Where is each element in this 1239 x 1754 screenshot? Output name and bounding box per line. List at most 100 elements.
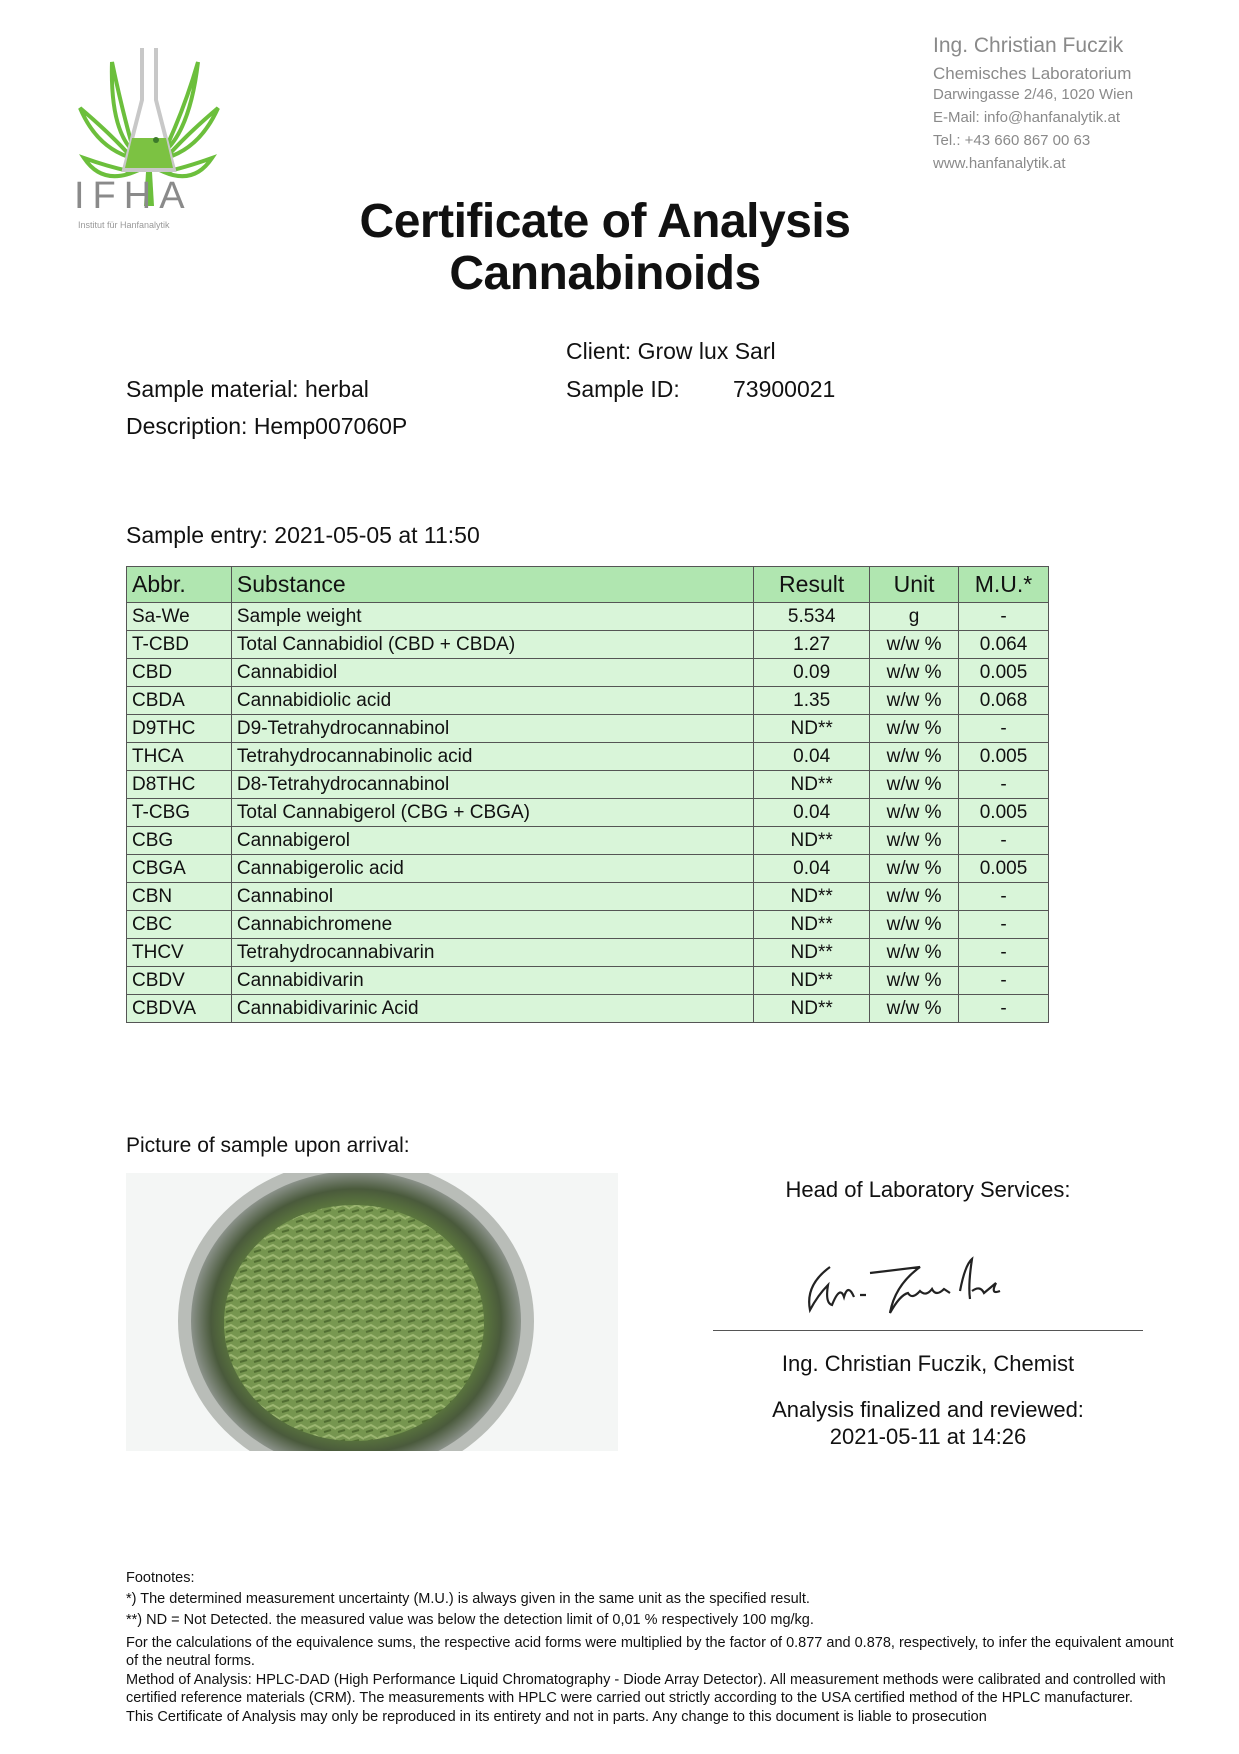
- header-substance: Substance: [230, 566, 755, 603]
- table-row: CBGA Cannabigerolic acid 0.04 w/w % 0.005: [126, 854, 1049, 883]
- footnotes: Footnotes: *) The determined measurement…: [126, 1569, 1176, 1726]
- cell-result: ND**: [753, 966, 871, 995]
- sample-id-label: Sample ID:: [566, 376, 680, 402]
- cell-abbr: CBG: [126, 826, 232, 855]
- cell-result: 0.04: [753, 854, 871, 883]
- cell-abbr: THCV: [126, 938, 232, 967]
- cell-abbr: THCA: [126, 742, 232, 771]
- signature-line: [713, 1330, 1143, 1331]
- cell-abbr: CBD: [126, 658, 232, 687]
- cell-substance: Cannabigerol: [230, 826, 755, 855]
- cell-abbr: T-CBD: [126, 630, 232, 659]
- cell-result: 5.534: [753, 602, 871, 631]
- cell-abbr: CBDVA: [126, 994, 232, 1023]
- table-header-row: Abbr. Substance Result Unit M.U.*: [126, 566, 1049, 603]
- cell-unit: w/w %: [869, 854, 960, 883]
- cell-abbr: T-CBG: [126, 798, 232, 827]
- footnote-method: Method of Analysis: HPLC-DAD (High Perfo…: [126, 1671, 1166, 1707]
- logo-subtitle: Institut für Hanfanalytik: [78, 220, 170, 230]
- cell-unit: w/w %: [869, 630, 960, 659]
- results-table: Abbr. Substance Result Unit M.U.* Sa-We S…: [126, 566, 1049, 1023]
- cell-result: 1.27: [753, 630, 871, 659]
- cell-unit: w/w %: [869, 686, 960, 715]
- cell-unit: w/w %: [869, 826, 960, 855]
- sample-id-value: 73900021: [733, 376, 836, 402]
- cell-result: ND**: [753, 714, 871, 743]
- cell-substance: Cannabidivarin: [230, 966, 755, 995]
- lab-type: Chemisches Laboratorium: [933, 64, 1132, 83]
- finalized-label: Analysis finalized and reviewed:: [772, 1397, 1084, 1422]
- header-result: Result: [753, 566, 871, 603]
- cell-abbr: D9THC: [126, 714, 232, 743]
- picture-label: Picture of sample upon arrival:: [126, 1134, 410, 1157]
- cell-result: ND**: [753, 938, 871, 967]
- cell-unit: w/w %: [869, 882, 960, 911]
- table-row: CBC Cannabichromene ND** w/w % -: [126, 910, 1049, 939]
- header-abbr: Abbr.: [126, 566, 232, 603]
- cell-abbr: CBDA: [126, 686, 232, 715]
- table-row: D9THC D9-Tetrahydrocannabinol ND** w/w % -: [126, 714, 1049, 743]
- table-row: T-CBD Total Cannabidiol (CBD + CBDA) 1.27 w…: [126, 630, 1049, 659]
- cell-substance: D8-Tetrahydrocannabinol: [230, 770, 755, 799]
- footnote-mu: *) The determined measurement uncertaint…: [126, 1590, 810, 1607]
- cell-mu: -: [958, 770, 1049, 799]
- cell-result: 0.04: [753, 798, 871, 827]
- cell-substance: Sample weight: [230, 602, 755, 631]
- cell-result: ND**: [753, 910, 871, 939]
- cell-mu: 0.005: [958, 742, 1049, 771]
- cell-mu: 0.005: [958, 854, 1049, 883]
- cell-substance: Tetrahydrocannabinolic acid: [230, 742, 755, 771]
- logo-text: IFHA: [74, 175, 193, 217]
- cell-substance: D9-Tetrahydrocannabinol: [230, 714, 755, 743]
- cell-substance: Cannabidiol: [230, 658, 755, 687]
- cell-mu: -: [958, 826, 1049, 855]
- cell-result: ND**: [753, 882, 871, 911]
- cell-abbr: Sa-We: [126, 602, 232, 631]
- cell-mu: 0.068: [958, 686, 1049, 715]
- cell-unit: w/w %: [869, 770, 960, 799]
- cell-unit: w/w %: [869, 742, 960, 771]
- cell-mu: -: [958, 938, 1049, 967]
- cell-unit: w/w %: [869, 714, 960, 743]
- sample-entry: Sample entry: 2021-05-05 at 11:50: [126, 522, 480, 548]
- table-row: Sa-We Sample weight 5.534 g -: [126, 602, 1049, 631]
- footnote-nd: **) ND = Not Detected. the measured valu…: [126, 1612, 814, 1628]
- cell-mu: -: [958, 994, 1049, 1023]
- cell-abbr: CBDV: [126, 966, 232, 995]
- cell-substance: Cannabidivarinic Acid: [230, 994, 755, 1023]
- cell-result: 1.35: [753, 686, 871, 715]
- cell-result: 0.04: [753, 742, 871, 771]
- cell-substance: Cannabichromene: [230, 910, 755, 939]
- page-subtitle: Cannabinoids: [449, 247, 761, 300]
- cell-result: ND**: [753, 770, 871, 799]
- table-row: CBDV Cannabidivarin ND** w/w % -: [126, 966, 1049, 995]
- sample-photo: [126, 1173, 618, 1451]
- cell-result: ND**: [753, 994, 871, 1023]
- lab-phone: Tel.: +43 660 867 00 63: [933, 132, 1091, 149]
- cell-unit: w/w %: [869, 938, 960, 967]
- cell-mu: -: [958, 602, 1049, 631]
- signer-name: Ing. Christian Fuczik, Chemist: [781, 1351, 1075, 1376]
- footnotes-heading: Footnotes:: [126, 1570, 195, 1586]
- cell-mu: -: [958, 882, 1049, 911]
- lab-address: Darwingasse 2/46, 1020 Wien: [933, 86, 1134, 103]
- table-row: THCV Tetrahydrocannabivarin ND** w/w % -: [126, 938, 1049, 967]
- ifha-logo: IFHA Institut für Hanfanalytik: [72, 40, 222, 240]
- footnote-reproduction: This Certificate of Analysis may only be…: [126, 1708, 987, 1725]
- lab-website: www.hanfanalytik.at: [933, 155, 1066, 172]
- header-unit: Unit: [869, 566, 960, 603]
- table-row: THCA Tetrahydrocannabinolic acid 0.04 w/w %…: [126, 742, 1049, 771]
- table-row: CBD Cannabidiol 0.09 w/w % 0.005: [126, 658, 1049, 687]
- lab-email: E-Mail: info@hanfanalytik.at: [933, 109, 1120, 126]
- cell-substance: Cannabigerolic acid: [230, 854, 755, 883]
- leaf-flask-icon: [78, 48, 220, 206]
- cell-substance: Tetrahydrocannabivarin: [230, 938, 755, 967]
- signature-image: [808, 1256, 1001, 1314]
- cell-substance: Total Cannabigerol (CBG + CBGA): [230, 798, 755, 827]
- cell-abbr: D8THC: [126, 770, 232, 799]
- cell-unit: w/w %: [869, 658, 960, 687]
- cell-mu: 0.005: [958, 798, 1049, 827]
- cell-unit: w/w %: [869, 910, 960, 939]
- page-title: Certificate of Analysis: [359, 195, 851, 248]
- cell-result: ND**: [753, 826, 871, 855]
